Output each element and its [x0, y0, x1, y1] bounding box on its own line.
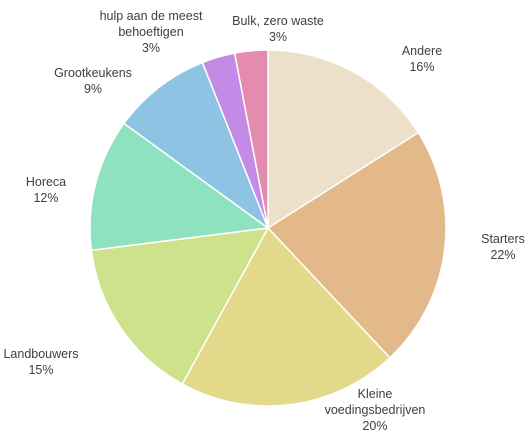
pie-slice-bulk-zero-waste	[233, 49, 269, 229]
slice-label-andere: Andere 16%	[402, 44, 442, 74]
slice-percentage: 15%	[28, 363, 53, 377]
slice-percentage: 3%	[269, 30, 287, 44]
slices-layer	[89, 49, 447, 407]
slice-label-landbouwers: Landbouwers 15%	[3, 347, 78, 377]
slice-name: Bulk, zero waste	[232, 14, 324, 28]
slice-percentage: 20%	[362, 419, 387, 433]
pie-slice-andere	[267, 49, 420, 230]
slice-name: voedingsbedrijven	[325, 403, 426, 417]
slice-label-starters: Starters 22%	[481, 232, 525, 262]
slice-label-kleine-voedingsbedrijven: Kleine voedingsbedrijven 20%	[325, 387, 426, 433]
slice-label-horeca: Horeca 12%	[26, 175, 66, 205]
slice-name: Landbouwers	[3, 347, 78, 361]
labels-layer: Andere 16% Starters 22% Kleine voedingsbedrij…	[3, 9, 524, 433]
slice-percentage: 12%	[33, 191, 58, 205]
pie-slice-starters	[266, 131, 447, 359]
slice-percentage: 16%	[409, 60, 434, 74]
slice-name: Grootkeukens	[54, 66, 132, 80]
slice-label-grootkeukens: Grootkeukens 9%	[54, 66, 132, 96]
slice-name: Horeca	[26, 175, 66, 189]
slice-percentage: 22%	[490, 248, 515, 262]
slice-percentage: 9%	[84, 82, 102, 96]
slice-label-bulk-zero-waste: Bulk, zero waste 3%	[232, 14, 324, 44]
pie-slice-kleine-voedingsbedrijven	[181, 226, 391, 407]
slice-name: Kleine	[358, 387, 393, 401]
slice-name: behoeftigen	[118, 25, 183, 39]
slice-name: Starters	[481, 232, 525, 246]
slice-name: hulp aan de meest	[100, 9, 203, 23]
slice-name: Andere	[402, 44, 442, 58]
slice-label-hulp-aan-de-meest-behoeftigen: hulp aan de meest behoeftigen 3%	[100, 9, 203, 55]
pie-slice-grootkeukens	[122, 61, 270, 231]
slice-percentage: 3%	[142, 41, 160, 55]
pie-slice-horeca	[89, 122, 270, 252]
pie-slice-landbouwers	[90, 227, 270, 385]
